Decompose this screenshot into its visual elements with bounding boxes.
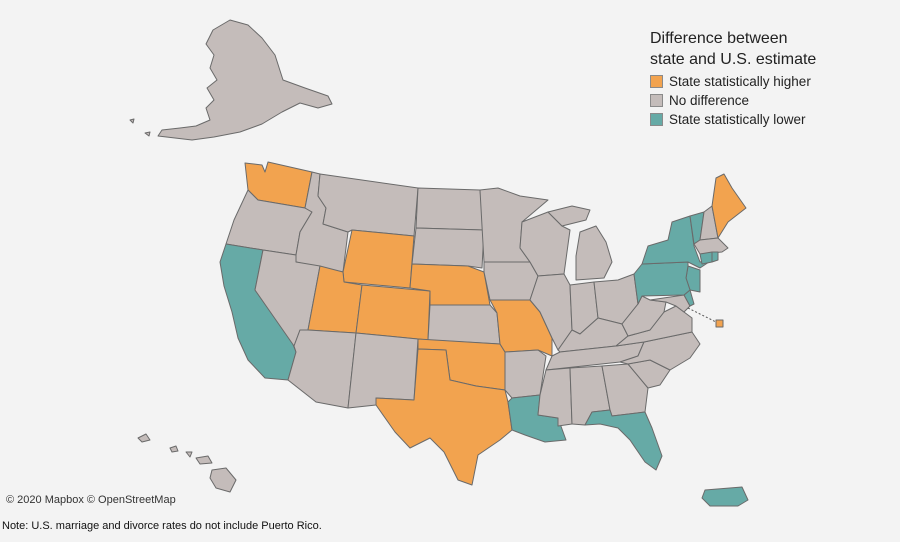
legend-title-line1: Difference between	[650, 30, 788, 47]
legend-title: Difference between state and U.S. estima…	[650, 28, 816, 70]
state-KS[interactable]	[427, 304, 501, 345]
state-SD[interactable]	[411, 227, 485, 269]
state-HI[interactable]	[185, 451, 193, 458]
legend-label-higher: State statistically higher	[669, 74, 811, 89]
state-CO[interactable]	[355, 284, 431, 341]
state-CT[interactable]	[699, 251, 713, 265]
state-TX[interactable]	[375, 348, 513, 486]
legend-label-none: No difference	[669, 93, 750, 108]
state-AZ[interactable]	[287, 329, 357, 409]
state-RI[interactable]	[711, 251, 719, 263]
state-AK[interactable]	[129, 118, 135, 124]
legend-item-none[interactable]: No difference	[650, 91, 816, 110]
map-legend: Difference between state and U.S. estima…	[650, 28, 816, 129]
legend-swatch-lower	[650, 113, 663, 126]
state-FL[interactable]	[584, 409, 663, 471]
state-ND[interactable]	[415, 187, 485, 231]
legend-swatch-none	[650, 94, 663, 107]
state-MA[interactable]	[693, 237, 729, 255]
state-NM[interactable]	[347, 332, 419, 409]
state-AK[interactable]	[144, 131, 151, 137]
legend-title-line2: state and U.S. estimate	[650, 51, 817, 68]
state-MI[interactable]	[575, 225, 613, 281]
state-HI[interactable]	[209, 467, 237, 493]
state-MT[interactable]	[317, 173, 419, 237]
map-attribution[interactable]: © 2020 Mapbox © OpenStreetMap	[6, 494, 176, 506]
footnote: Note: U.S. marriage and divorce rates do…	[2, 520, 322, 532]
state-AR[interactable]	[504, 349, 547, 399]
state-NY[interactable]	[641, 215, 713, 269]
state-MI[interactable]	[547, 205, 591, 227]
dc-callout-line	[687, 307, 717, 323]
state-PR[interactable]	[701, 486, 749, 507]
state-HI[interactable]	[169, 445, 179, 453]
state-NC[interactable]	[619, 331, 701, 371]
legend-label-lower: State statistically lower	[669, 112, 806, 127]
state-AK[interactable]	[157, 19, 333, 141]
state-ME[interactable]	[711, 173, 747, 239]
legend-item-higher[interactable]: State statistically higher	[650, 72, 816, 91]
legend-item-lower[interactable]: State statistically lower	[650, 110, 816, 129]
state-HI[interactable]	[195, 455, 213, 465]
state-IA[interactable]	[483, 261, 539, 301]
state-DC[interactable]	[715, 319, 724, 328]
state-HI[interactable]	[137, 433, 151, 443]
legend-swatch-higher	[650, 75, 663, 88]
state-WY[interactable]	[342, 229, 415, 289]
